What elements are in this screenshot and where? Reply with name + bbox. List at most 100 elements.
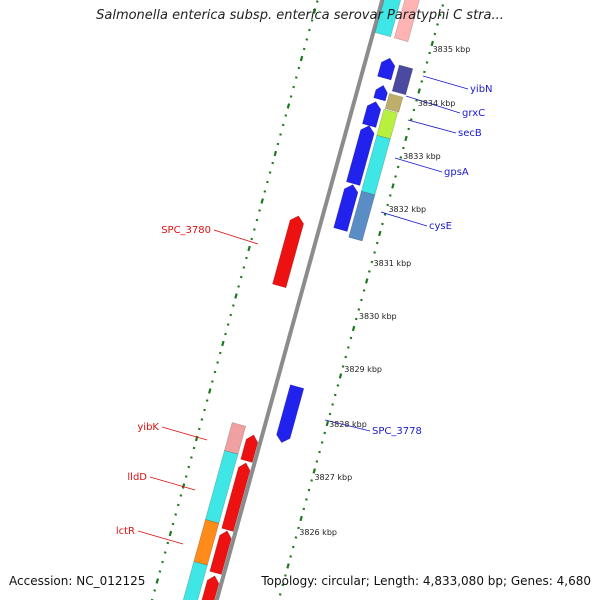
leader-line — [137, 530, 184, 545]
inner-tick — [205, 399, 209, 402]
leader-line — [380, 211, 428, 227]
inner-tick — [258, 209, 261, 212]
inner-tick — [237, 285, 240, 288]
outer-tick — [278, 593, 282, 596]
gene-gpsA-a — [345, 125, 375, 186]
inner-tick — [273, 150, 278, 157]
outer-tick — [438, 13, 442, 17]
gene-label-yibN: yibN — [470, 84, 493, 95]
kbp-label: 3831 kbp — [374, 259, 412, 268]
outer-tick — [360, 298, 363, 302]
outer-tick — [394, 175, 397, 178]
outer-tick — [378, 230, 382, 237]
gene-features — [181, 0, 420, 605]
leader-line — [422, 75, 469, 90]
inner-tick — [187, 465, 191, 469]
inner-tick — [224, 332, 227, 336]
kbp-label: 3827 kbp — [314, 473, 352, 482]
genome-backbone — [213, 0, 385, 605]
outer-tick — [402, 146, 405, 150]
inner-tick — [271, 161, 275, 165]
gene-lldD — [221, 462, 251, 532]
outer-tick — [420, 80, 424, 83]
inner-tick — [242, 266, 246, 269]
outer-tick — [336, 384, 340, 387]
gene-yibN — [391, 64, 414, 96]
leader-line — [394, 157, 443, 173]
gene-labels: yibN grxC secB gpsA cysE SPC_3778 SPC_3780 yibK… — [116, 84, 493, 537]
outer-tick — [375, 241, 379, 245]
map-title: Salmonella enterica subsp. enterica sero… — [96, 8, 504, 23]
inner-tick — [312, 8, 317, 14]
outer-tick — [407, 127, 410, 131]
gene-cysE-a — [333, 184, 359, 232]
outer-tick — [381, 222, 384, 226]
inner-tick — [232, 304, 235, 307]
inner-tick — [216, 361, 219, 364]
inner-tick — [305, 38, 309, 41]
leader-line — [407, 119, 457, 134]
leader-line — [213, 229, 259, 245]
gene-red-bottom — [209, 530, 232, 575]
inner-tick — [168, 530, 173, 537]
outer-tick — [305, 498, 308, 501]
kbp-label: 3832 kbp — [388, 205, 426, 214]
gene-label-lctR: lctR — [116, 526, 135, 537]
kbp-label: 3829 kbp — [344, 365, 382, 374]
outer-tick — [328, 412, 332, 416]
gene-red-bottom-2 — [200, 575, 220, 605]
outer-tick-track — [276, 4, 445, 605]
outer-tick — [325, 420, 330, 427]
outer-tick — [310, 479, 313, 482]
inner-tick — [161, 560, 164, 564]
inner-tick — [226, 323, 230, 326]
inner-tick — [163, 551, 167, 554]
outer-tick — [297, 526, 300, 530]
gene-yibK-b — [240, 434, 259, 463]
inner-tick — [179, 494, 183, 497]
inner-tick — [181, 483, 186, 489]
outer-tick — [386, 203, 389, 207]
outer-tick — [281, 583, 285, 587]
inner-tick — [229, 313, 233, 317]
gene-top-pink — [394, 0, 420, 42]
gene-label-SPC_3780: SPC_3780 — [161, 225, 211, 236]
inner-tick-track — [150, 0, 319, 602]
inner-tick — [245, 256, 248, 260]
inner-tick — [197, 427, 201, 431]
label-leader-lines — [137, 75, 469, 545]
inner-tick — [286, 103, 291, 109]
gene-label-gpsA: gpsA — [444, 167, 469, 178]
outer-tick — [349, 336, 353, 340]
inner-tick — [192, 446, 196, 450]
inner-tick — [281, 123, 285, 127]
leader-line — [324, 419, 371, 432]
gene-label-lldD: lldD — [127, 472, 147, 483]
inner-tick — [299, 55, 304, 62]
outer-tick — [294, 536, 298, 539]
outer-tick — [357, 308, 361, 311]
inner-tick — [213, 370, 217, 374]
inner-tick — [297, 66, 301, 70]
outer-tick — [307, 488, 311, 492]
gene-SPC_3780 — [272, 215, 304, 289]
inner-tick — [208, 388, 212, 394]
inner-tick — [276, 142, 280, 146]
outer-tick — [404, 135, 408, 142]
gene-label-cysE: cysE — [429, 221, 452, 232]
inner-tick — [200, 418, 204, 421]
outer-tick — [428, 51, 431, 55]
topology-summary: Topology: circular; Length: 4,833,080 bp… — [261, 574, 591, 588]
outer-tick — [425, 61, 429, 64]
gene-grxC — [384, 93, 404, 113]
inner-tick — [211, 380, 214, 383]
inner-tick — [253, 228, 256, 231]
inner-tick — [302, 47, 306, 51]
inner-tick — [155, 578, 160, 584]
inner-tick — [171, 522, 175, 526]
outer-tick — [312, 468, 316, 474]
outer-tick — [436, 23, 439, 26]
outer-tick — [320, 441, 324, 444]
